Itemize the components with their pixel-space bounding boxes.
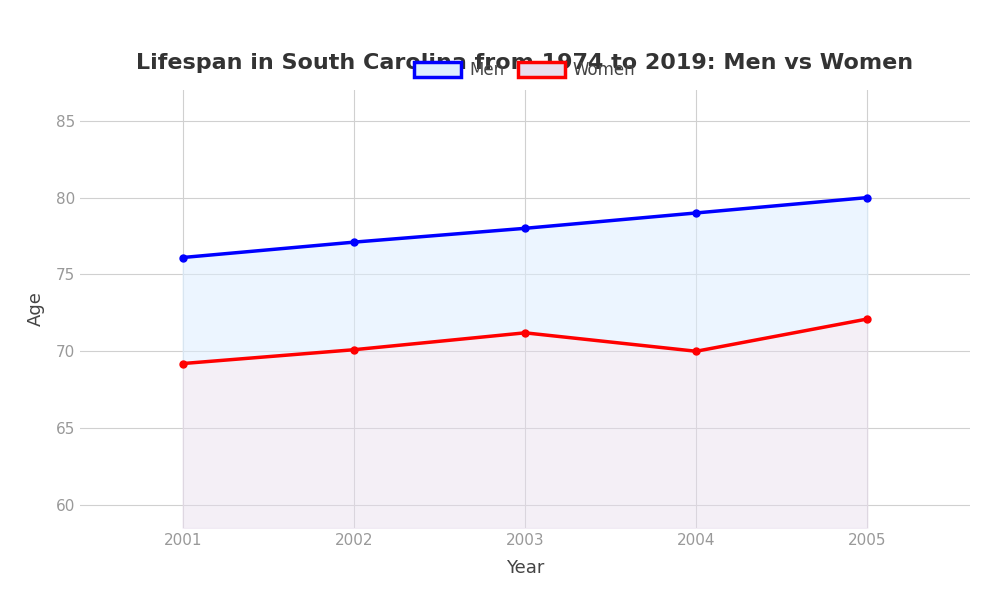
Legend: Men, Women: Men, Women [408,55,642,86]
Y-axis label: Age: Age [27,292,45,326]
Title: Lifespan in South Carolina from 1974 to 2019: Men vs Women: Lifespan in South Carolina from 1974 to … [136,53,914,73]
X-axis label: Year: Year [506,559,544,577]
